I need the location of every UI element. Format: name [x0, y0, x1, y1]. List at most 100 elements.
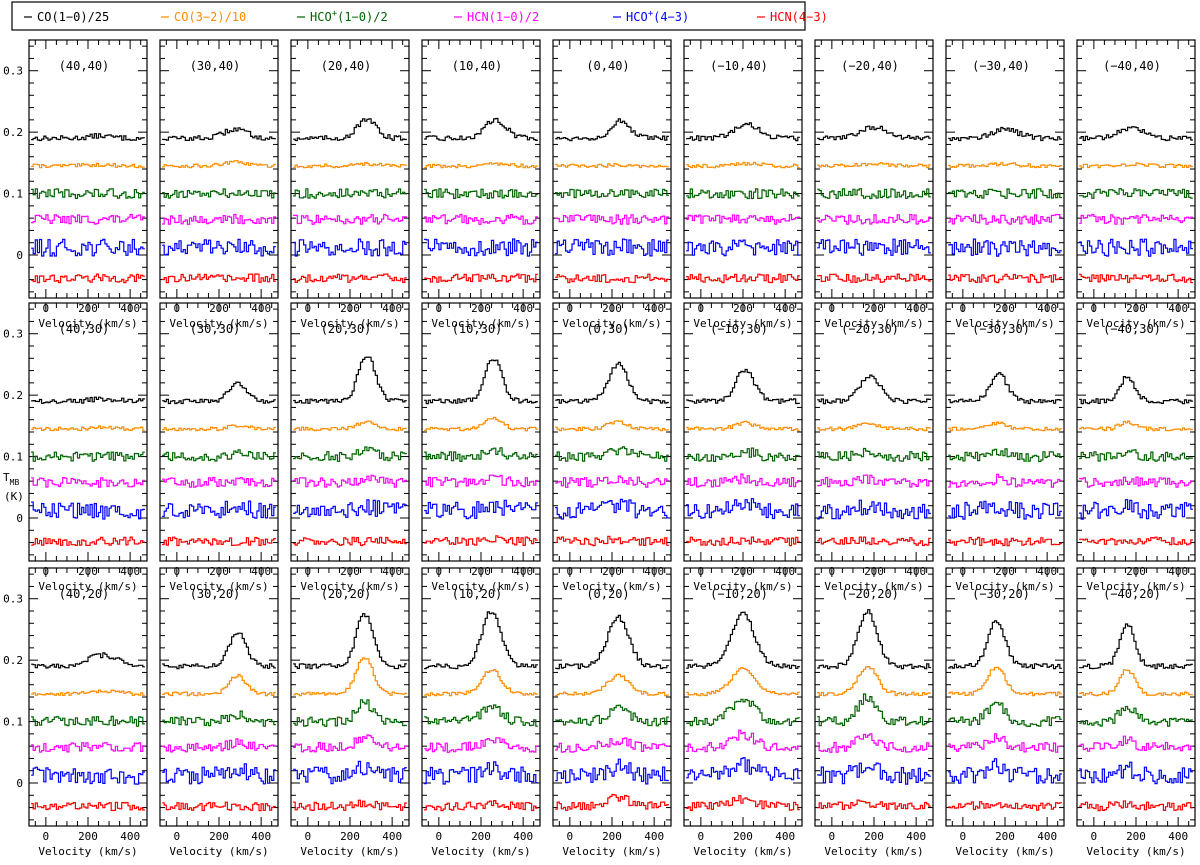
- legend-text-part: HCN(1−0)/2: [467, 10, 539, 24]
- spectrum-line: [817, 536, 931, 547]
- x-axis-title: Velocity (km/s): [824, 845, 923, 858]
- position-label: (0,20): [586, 587, 629, 601]
- panel-frame: [683, 39, 803, 299]
- spectrum-line: [424, 611, 538, 670]
- position-label: (20,30): [321, 322, 372, 336]
- x-tick-label: 0: [436, 830, 443, 843]
- y-tick-label: 0.1: [3, 716, 23, 729]
- spectrum-line: [817, 213, 931, 225]
- position-label: (−30,20): [972, 587, 1030, 601]
- spectrum-panel: (40,20) 0 200 400 Velocity (km/s) 0 0.1 0.2 0.3: [3, 567, 148, 858]
- position-label: (−20,30): [841, 322, 899, 336]
- x-axis-title: Velocity (km/s): [824, 580, 923, 593]
- panel-frame: [945, 302, 1065, 562]
- x-tick-label: 400: [382, 830, 402, 843]
- position-label: (0,30): [586, 322, 629, 336]
- position-label: (30,30): [190, 322, 241, 336]
- spectrum-line: [817, 666, 931, 697]
- x-axis-title: Velocity (km/s): [562, 845, 661, 858]
- spectrum-line: [162, 424, 276, 432]
- spectrum-line: [686, 729, 800, 753]
- x-tick-label: 400: [1168, 830, 1188, 843]
- x-axis-title: Velocity (km/s): [693, 317, 792, 330]
- x-axis-title: Velocity (km/s): [300, 580, 399, 593]
- position-label: (30,40): [190, 59, 241, 73]
- legend: CO(1−0)/25 CO(3−2)/10 HCO+(1−0)/2 HCN(1−0)/…: [11, 1, 828, 31]
- x-tick-label: 0: [305, 830, 312, 843]
- x-axis-title: Velocity (km/s): [431, 845, 530, 858]
- x-tick-label: 400: [251, 830, 271, 843]
- legend-text-part: (1−0)/2: [337, 10, 388, 24]
- x-axis-title: Velocity (km/s): [169, 317, 268, 330]
- x-tick-label: 400: [120, 830, 140, 843]
- y-tick-label: 0.3: [3, 328, 23, 341]
- x-axis-title: Velocity (km/s): [1086, 580, 1185, 593]
- panel-frame: [552, 567, 672, 827]
- legend-text-part: HCO: [626, 10, 648, 24]
- spectrum-line: [162, 500, 276, 519]
- spectrum-line: [555, 188, 669, 199]
- spectrum-line: [31, 396, 145, 404]
- y-axis-title-main: TMB: [3, 471, 19, 487]
- x-axis-title: Velocity (km/s): [38, 580, 137, 593]
- panel-frame: [945, 39, 1065, 299]
- spectrum-line: [555, 737, 669, 753]
- spectrum-line: [686, 667, 800, 697]
- spectrum-line: [31, 477, 145, 488]
- spectrum-line: [686, 214, 800, 225]
- x-tick-label: 200: [864, 830, 884, 843]
- spectrum-line: [162, 476, 276, 488]
- x-axis-title: Velocity (km/s): [562, 317, 661, 330]
- x-tick-label: 200: [209, 830, 229, 843]
- panel-frame: [159, 567, 279, 827]
- position-label: (20,40): [321, 59, 372, 73]
- position-label: (40,30): [59, 322, 110, 336]
- spectrum-line: [817, 693, 931, 727]
- x-axis-title: Velocity (km/s): [955, 317, 1054, 330]
- spectrum-line: [686, 188, 800, 200]
- x-tick-label: 0: [829, 830, 836, 843]
- panel-frame: [814, 302, 934, 562]
- spectrum-line: [31, 238, 145, 257]
- spectrum-line: [686, 473, 800, 488]
- x-axis-title: Velocity (km/s): [1086, 317, 1185, 330]
- position-label: (40,40): [59, 59, 110, 73]
- spectrum-line: [162, 127, 276, 141]
- spectrum-line: [162, 738, 276, 753]
- spectrum-line: [1079, 536, 1193, 546]
- spectrum-line: [948, 758, 1062, 784]
- spectrum-line: [1079, 669, 1193, 697]
- spectrum-line: [817, 499, 931, 520]
- panel-frame: [290, 567, 410, 827]
- y-tick-label: 0.1: [3, 451, 23, 464]
- x-tick-label: 200: [1126, 830, 1146, 843]
- panel-frame: [683, 302, 803, 562]
- spectrum-line: [555, 475, 669, 488]
- x-axis-title: Velocity (km/s): [1086, 845, 1185, 858]
- spectrum-line: [424, 359, 538, 405]
- spectrum-line: [162, 160, 276, 169]
- spectrum-line: [555, 793, 669, 811]
- spectrum-line: [31, 766, 145, 785]
- spectrum-line: [817, 238, 931, 256]
- panel-frame: [1076, 302, 1196, 562]
- spectrum-line: [686, 447, 800, 462]
- x-axis-title: Velocity (km/s): [955, 580, 1054, 593]
- spectrum-line: [948, 448, 1062, 463]
- x-axis-title: Velocity (km/s): [38, 317, 137, 330]
- spectrum-line: [686, 698, 800, 727]
- spectrum-panel: (30,20) 0 200 400 Velocity (km/s): [159, 567, 279, 858]
- x-tick-label: 0: [698, 830, 705, 843]
- panel-frame: [552, 39, 672, 299]
- spectrum-line: [817, 733, 931, 753]
- panel-frame: [814, 39, 934, 299]
- spectrum-line: [948, 126, 1062, 142]
- spectrum-line: [293, 657, 407, 697]
- position-label: (10,40): [452, 59, 503, 73]
